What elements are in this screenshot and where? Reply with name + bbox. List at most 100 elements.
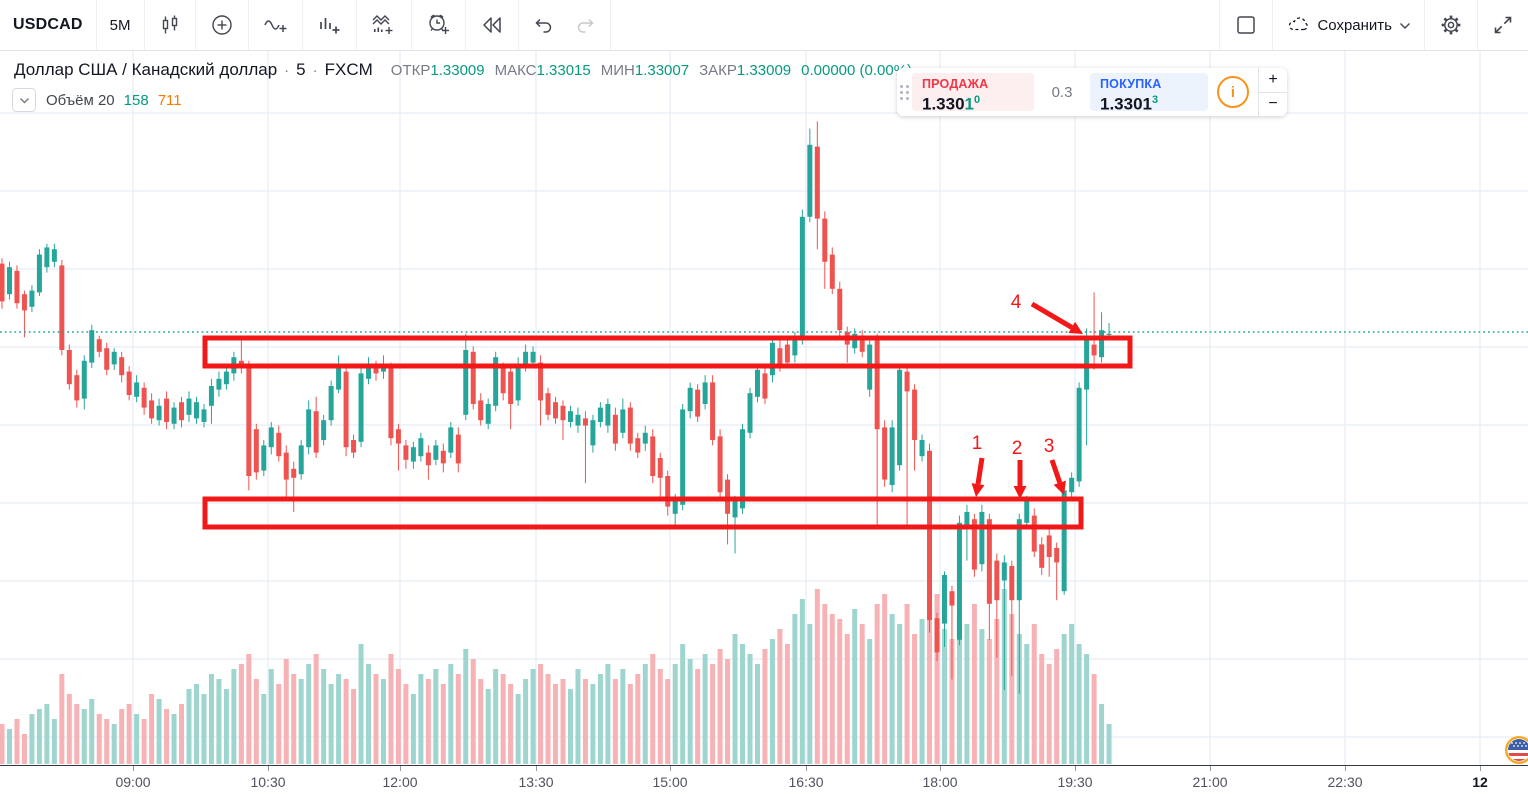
drag-dots-icon bbox=[900, 84, 909, 100]
toolbar-separator bbox=[1272, 0, 1274, 50]
collapse-legend-button[interactable] bbox=[12, 88, 36, 112]
time-axis-label: 09:00 bbox=[115, 774, 151, 790]
axis-tick bbox=[1480, 766, 1481, 771]
compare-add-icon bbox=[209, 12, 235, 38]
symbol-label: USDCAD bbox=[13, 16, 83, 33]
info-icon: i bbox=[1230, 83, 1236, 101]
toolbar-separator bbox=[1219, 0, 1221, 50]
templates-button[interactable] bbox=[356, 0, 411, 50]
undo-button[interactable] bbox=[518, 0, 569, 50]
axis-tick bbox=[670, 766, 671, 771]
toolbar-separator bbox=[464, 0, 466, 50]
drag-handle[interactable] bbox=[897, 68, 912, 116]
metrics-add-icon bbox=[316, 12, 343, 38]
save-label: Сохранить bbox=[1317, 16, 1392, 34]
toolbar-separator bbox=[301, 0, 303, 50]
undo-icon bbox=[532, 13, 556, 37]
fullscreen-button[interactable] bbox=[1478, 0, 1528, 50]
high-value: 1.33015 bbox=[536, 62, 591, 79]
toolbar-separator bbox=[609, 0, 611, 50]
volume-legend: Объём 20 158 711 bbox=[12, 88, 182, 112]
replay-button[interactable] bbox=[465, 0, 518, 50]
gear-icon bbox=[1438, 12, 1464, 38]
open-label: ОТКР bbox=[390, 62, 431, 79]
ohlc-values: ОТКР1.33009 МАКС1.33015 МИН1.33007 ЗАКР1.33… bbox=[391, 62, 922, 79]
redo-button[interactable] bbox=[568, 0, 610, 50]
drawn-zone-rect bbox=[202, 496, 1084, 530]
time-axis[interactable]: 09:00 10:30 12:00 13:30 15:00 16:30 18:00 19:30… bbox=[0, 765, 1528, 797]
trade-panel: ПРОДАЖА 1.33010 0.3 ПОКУПКА 1.33013 i + … bbox=[897, 68, 1287, 116]
buy-button[interactable]: ПОКУПКА 1.33013 bbox=[1090, 73, 1208, 114]
time-axis-label: 22:30 bbox=[1327, 774, 1363, 790]
alert-button[interactable] bbox=[411, 0, 465, 50]
interval-label: 5M bbox=[109, 16, 131, 34]
chart-style-button[interactable] bbox=[144, 0, 195, 50]
axis-tick bbox=[268, 766, 269, 771]
toolbar-right-group: Сохранить bbox=[1219, 0, 1528, 50]
time-axis-label: 10:30 bbox=[250, 774, 286, 790]
time-axis-label: 13:30 bbox=[518, 774, 554, 790]
drawn-arrow-head bbox=[1053, 480, 1066, 495]
axis-tick bbox=[940, 766, 941, 771]
info-button[interactable]: i bbox=[1217, 76, 1249, 108]
drawn-arrow-head bbox=[1013, 486, 1027, 499]
toolbar-separator bbox=[410, 0, 412, 50]
toolbar-separator bbox=[1424, 0, 1425, 50]
toolbar-separator bbox=[194, 0, 196, 50]
settings-button[interactable] bbox=[1425, 0, 1477, 50]
sell-button[interactable]: ПРОДАЖА 1.33010 bbox=[912, 73, 1034, 114]
interval-button[interactable]: 5M bbox=[96, 0, 144, 50]
drawn-arrow-head bbox=[1068, 321, 1083, 334]
legend-interval: 5 bbox=[296, 60, 306, 79]
volume-ma-value: 711 bbox=[157, 91, 182, 109]
time-axis-label: 15:00 bbox=[652, 774, 688, 790]
drawn-number-label: 3 bbox=[1044, 436, 1055, 457]
close-value: 1.33009 bbox=[736, 62, 792, 79]
time-axis-label: 12 bbox=[1472, 774, 1488, 790]
quantity-increase-button[interactable]: + bbox=[1259, 68, 1287, 93]
cloud-icon bbox=[1286, 13, 1310, 38]
us-flag-icon[interactable] bbox=[1502, 735, 1528, 774]
change-value: 0.00000 (0.00%) bbox=[801, 62, 913, 79]
compare-button[interactable] bbox=[195, 0, 248, 50]
minus-icon: − bbox=[1268, 95, 1278, 113]
drawn-number-label: 1 bbox=[972, 433, 983, 454]
low-label: МИН bbox=[600, 62, 635, 79]
axis-tick bbox=[1345, 766, 1346, 771]
save-button[interactable]: Сохранить bbox=[1273, 0, 1424, 50]
drawn-arrow bbox=[975, 457, 985, 485]
plus-icon: + bbox=[1268, 70, 1278, 88]
quantity-decrease-button[interactable]: − bbox=[1259, 92, 1287, 116]
indicators-button[interactable] bbox=[248, 0, 302, 50]
buy-label: ПОКУПКА bbox=[1100, 77, 1162, 91]
financials-button[interactable] bbox=[302, 0, 356, 50]
time-axis-label: 12:00 bbox=[382, 774, 418, 790]
buy-price: 1.33013 bbox=[1100, 94, 1159, 114]
info-cell: i bbox=[1208, 68, 1258, 116]
volume-label: Объём 20 bbox=[46, 91, 115, 109]
legend-exchange: FXCM bbox=[324, 60, 373, 79]
toolbar-separator bbox=[143, 0, 145, 50]
symbol-button[interactable]: USDCAD bbox=[0, 0, 96, 50]
alert-add-icon bbox=[425, 12, 452, 38]
top-toolbar: USDCAD 5M bbox=[0, 0, 1528, 51]
drawn-arrow-head bbox=[971, 483, 985, 497]
symbol-legend[interactable]: Доллар США / Канадский доллар · 5 · FXCM… bbox=[14, 60, 922, 80]
legend-separator: · bbox=[312, 62, 318, 79]
sell-label: ПРОДАЖА bbox=[922, 77, 989, 91]
time-axis-label: 19:30 bbox=[1057, 774, 1093, 790]
templates-add-icon bbox=[370, 12, 398, 38]
drawn-zone-rect bbox=[202, 335, 1133, 369]
axis-tick bbox=[400, 766, 401, 771]
fullscreen-icon bbox=[1491, 13, 1515, 37]
quantity-stepper: + − bbox=[1258, 68, 1287, 116]
axis-tick bbox=[806, 766, 807, 771]
drawn-number-label: 4 bbox=[1011, 292, 1022, 313]
axis-tick bbox=[536, 766, 537, 771]
spread-value: 0.3 bbox=[1051, 83, 1073, 101]
close-label: ЗАКР bbox=[699, 62, 737, 79]
axis-tick bbox=[1210, 766, 1211, 771]
layout-button[interactable] bbox=[1220, 0, 1273, 50]
